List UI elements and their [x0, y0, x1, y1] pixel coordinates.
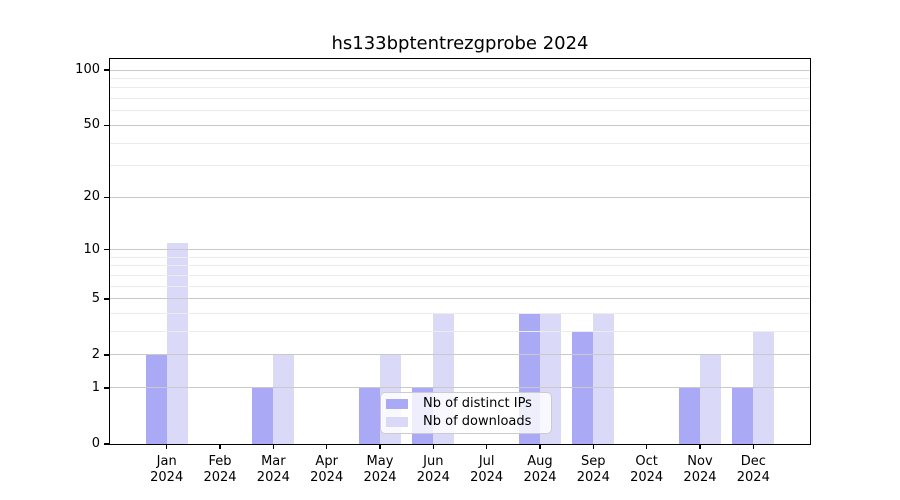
- major-gridline: [110, 387, 810, 389]
- x-tick-label: Jan 2024: [150, 454, 184, 485]
- bar-distinct-ips-nov: [678, 387, 700, 444]
- x-tick-mark: [592, 444, 595, 449]
- legend-item-distinct-ips: Nb of distinct IPs: [386, 396, 545, 412]
- x-tick-label: Aug 2024: [523, 454, 557, 485]
- x-tick-label: Jul 2024: [470, 454, 504, 485]
- legend-label-distinct-ips: Nb of distinct IPs: [423, 396, 532, 411]
- minor-gridline: [110, 256, 810, 258]
- x-tick-mark: [485, 444, 488, 449]
- chart-title: hs133bptentrezgprobe 2024: [331, 33, 589, 54]
- y-tick-label: 20: [83, 189, 100, 205]
- minor-gridline: [110, 87, 810, 89]
- x-tick-mark: [645, 444, 648, 449]
- y-tick-label: 50: [83, 117, 100, 133]
- x-tick-label: Jun 2024: [416, 454, 450, 485]
- major-gridline: [110, 354, 810, 356]
- y-tick-mark: [104, 443, 110, 445]
- bar-downloads-jan: [166, 242, 188, 444]
- x-tick-label: Nov 2024: [683, 454, 717, 485]
- x-tick-label: Feb 2024: [203, 454, 237, 485]
- bar-downloads-mar: [273, 354, 295, 444]
- minor-gridline: [110, 110, 810, 112]
- x-tick-mark: [379, 444, 381, 449]
- bar-distinct-ips-jan: [145, 354, 167, 444]
- y-tick-mark: [104, 387, 110, 389]
- x-tick-mark: [432, 444, 435, 449]
- x-tick-mark: [272, 444, 275, 449]
- y-tick-mark: [104, 248, 110, 251]
- x-tick-mark: [165, 444, 168, 449]
- major-gridline: [110, 124, 810, 126]
- minor-gridline: [110, 265, 810, 267]
- y-tick-mark: [104, 69, 110, 71]
- legend-swatch-distinct-ips: [386, 399, 408, 409]
- y-tick-label: 1: [91, 379, 100, 395]
- bar-downloads-sep: [593, 313, 615, 444]
- x-tick-mark: [219, 444, 221, 449]
- major-gridline: [110, 69, 810, 71]
- legend-swatch-downloads: [386, 417, 408, 427]
- x-tick-label: May 2024: [363, 454, 397, 485]
- major-gridline: [110, 298, 810, 300]
- x-tick-mark: [325, 444, 328, 449]
- y-tick-label: 10: [83, 241, 100, 257]
- minor-gridline: [110, 77, 810, 79]
- minor-gridline: [110, 142, 810, 144]
- y-tick-label: 2: [91, 346, 100, 362]
- y-tick-mark: [104, 196, 110, 199]
- y-tick-label: 100: [75, 62, 100, 77]
- minor-gridline: [110, 98, 810, 100]
- bar-downloads-nov: [699, 354, 721, 444]
- minor-gridline: [110, 165, 810, 167]
- x-tick-mark: [539, 444, 541, 449]
- major-gridline: [110, 249, 810, 251]
- legend-item-downloads: Nb of downloads: [386, 414, 545, 430]
- bar-distinct-ips-dec: [732, 387, 754, 444]
- x-tick-label: Sep 2024: [576, 454, 610, 485]
- x-tick-label: Apr 2024: [310, 454, 344, 485]
- y-tick-mark: [104, 124, 110, 127]
- minor-gridline: [110, 285, 810, 287]
- x-tick-label: Dec 2024: [736, 454, 770, 485]
- bar-distinct-ips-may: [359, 387, 380, 444]
- legend: Nb of distinct IPs Nb of downloads: [380, 392, 552, 434]
- y-tick-label: 5: [91, 290, 100, 306]
- x-tick-label: Mar 2024: [256, 454, 290, 485]
- y-tick-mark: [104, 354, 110, 356]
- legend-label-downloads: Nb of downloads: [423, 414, 532, 429]
- minor-gridline: [110, 274, 810, 276]
- x-tick-label: Oct 2024: [630, 454, 664, 485]
- minor-gridline: [110, 313, 810, 315]
- x-tick-mark: [752, 444, 755, 449]
- minor-gridline: [110, 331, 810, 333]
- y-tick-mark: [104, 298, 110, 300]
- x-tick-mark: [699, 444, 701, 449]
- y-tick-label: 0: [91, 436, 100, 451]
- major-gridline: [110, 196, 810, 198]
- bar-distinct-ips-mar: [252, 387, 274, 444]
